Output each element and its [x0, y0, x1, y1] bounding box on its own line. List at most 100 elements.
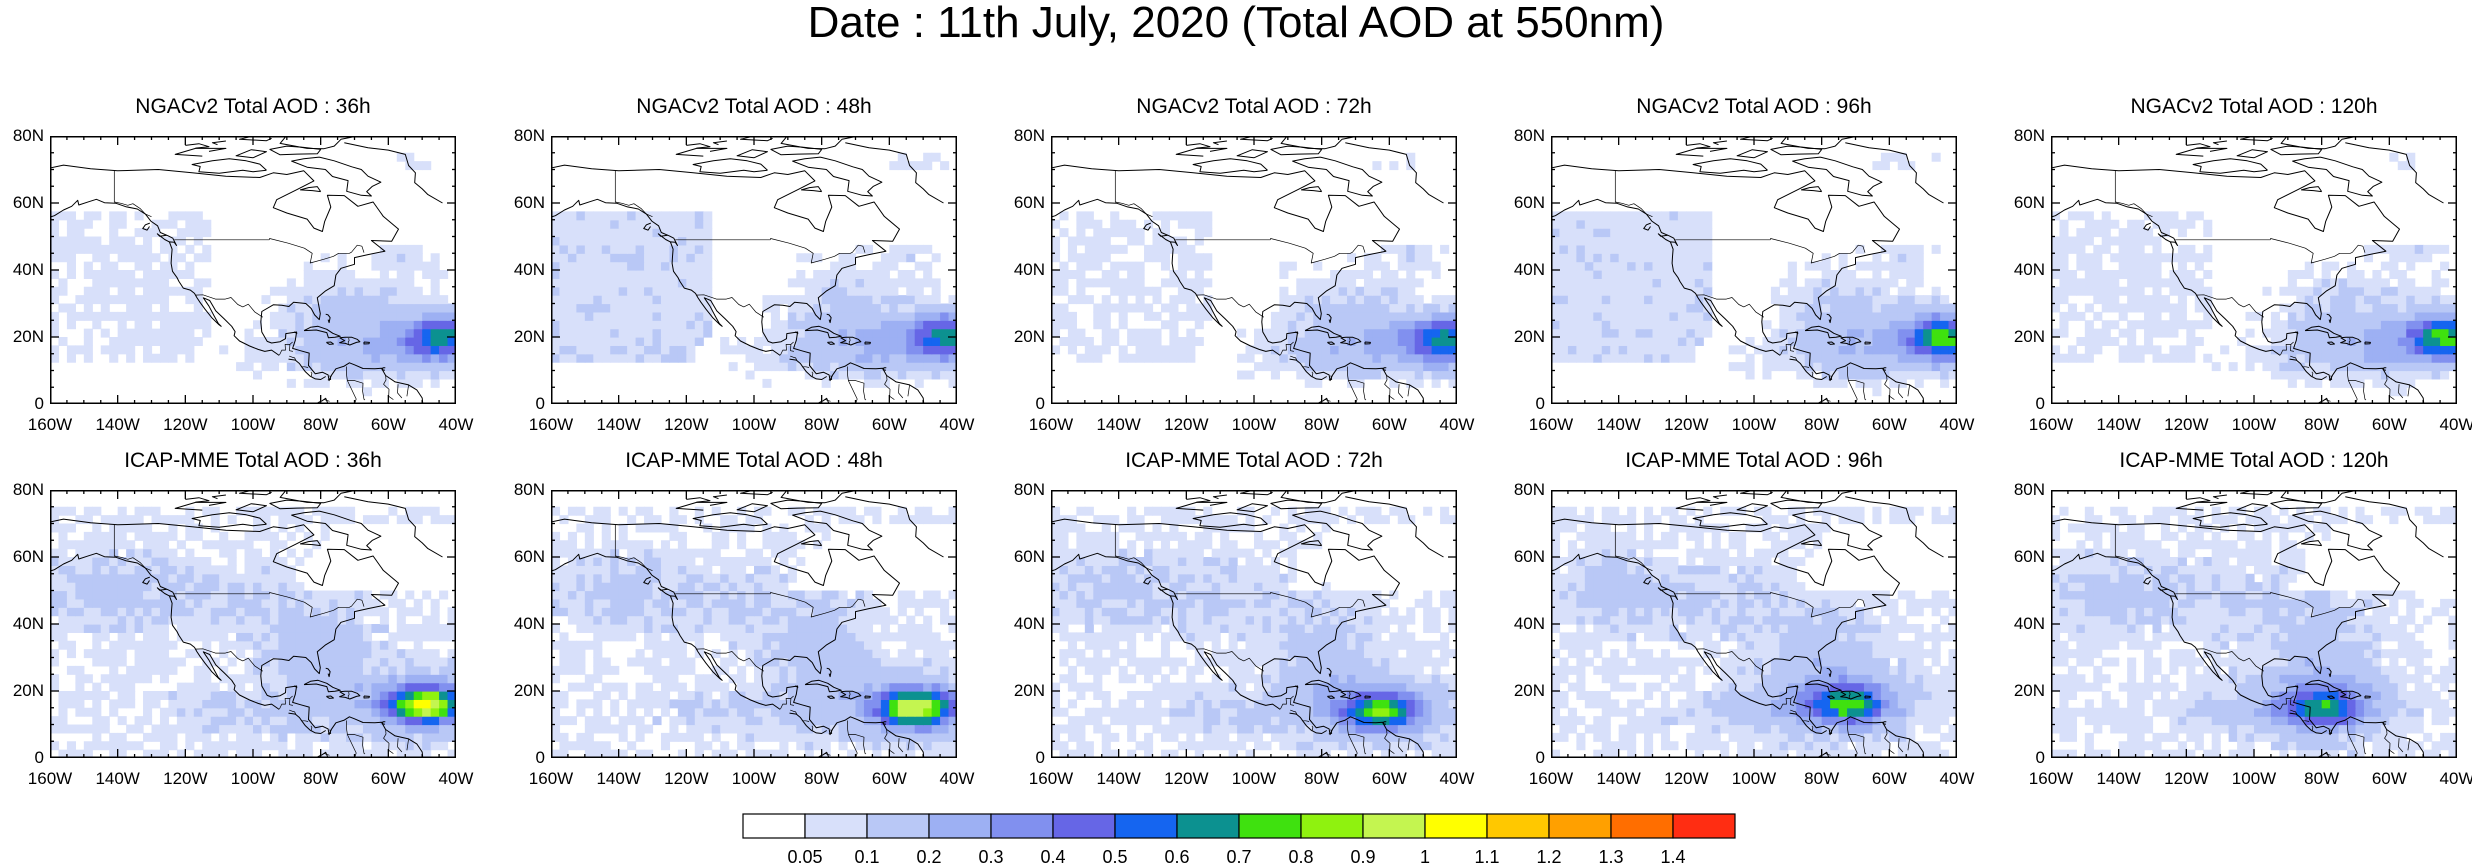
- map-panel-ngacv2-36h: [50, 136, 456, 404]
- aod-field: [50, 507, 456, 758]
- lon-tick-label: 80W: [1287, 416, 1357, 434]
- lon-tick-label: 60W: [2354, 416, 2424, 434]
- lon-tick-label: 100W: [1219, 416, 1289, 434]
- colorbar-swatch: [743, 814, 805, 838]
- lon-tick-label: 60W: [854, 416, 924, 434]
- colorbar-swatch: [1053, 814, 1115, 838]
- lat-tick-label: 0: [1499, 749, 1545, 767]
- map-panel-ngacv2-120h: [2051, 136, 2457, 404]
- lat-tick-label: 80N: [0, 127, 44, 145]
- map-panel-ngacv2-48h: [551, 136, 957, 404]
- lon-tick-label: 40W: [922, 416, 992, 434]
- map-panel-icap-mme-72h: [1051, 490, 1457, 758]
- lat-tick-label: 20N: [1499, 682, 1545, 700]
- colorbar-swatch: [1487, 814, 1549, 838]
- lon-tick-label: 140W: [2084, 416, 2154, 434]
- lon-tick-label: 40W: [2422, 770, 2472, 788]
- colorbar-label: 0.1: [842, 847, 892, 867]
- lat-tick-label: 20N: [0, 682, 44, 700]
- lon-tick-label: 40W: [421, 770, 491, 788]
- lon-tick-label: 40W: [2422, 416, 2472, 434]
- aod-field: [551, 507, 957, 758]
- colorbar-label: 0.3: [966, 847, 1016, 867]
- lon-tick-label: 80W: [787, 770, 857, 788]
- colorbar-label: 1.4: [1648, 847, 1698, 867]
- map-panel-ngacv2-96h: [1551, 136, 1957, 404]
- lat-tick-label: 40N: [0, 615, 44, 633]
- lon-tick-label: 160W: [15, 416, 85, 434]
- panel-title-icap-mme-96h: ICAP-MME Total AOD : 96h: [1544, 449, 1964, 473]
- colorbar-label: 1.3: [1586, 847, 1636, 867]
- panel-title-ngacv2-96h: NGACv2 Total AOD : 96h: [1544, 95, 1964, 119]
- lat-tick-label: 40N: [499, 261, 545, 279]
- panel-title-ngacv2-72h: NGACv2 Total AOD : 72h: [1044, 95, 1464, 119]
- lon-tick-label: 160W: [15, 770, 85, 788]
- lon-tick-label: 100W: [218, 770, 288, 788]
- lon-tick-label: 80W: [1787, 416, 1857, 434]
- colorbar-swatches: [742, 813, 1736, 839]
- colorbar-swatch: [1673, 814, 1735, 838]
- lon-tick-label: 80W: [286, 770, 356, 788]
- lon-tick-label: 140W: [584, 770, 654, 788]
- lon-tick-label: 60W: [2354, 770, 2424, 788]
- lat-tick-label: 20N: [499, 682, 545, 700]
- lat-tick-label: 40N: [1499, 261, 1545, 279]
- panel-title-ngacv2-120h: NGACv2 Total AOD : 120h: [2044, 95, 2464, 119]
- colorbar-swatch: [929, 814, 991, 838]
- colorbar-label: 0.4: [1028, 847, 1078, 867]
- colorbar-label: 0.05: [780, 847, 830, 867]
- lon-tick-label: 120W: [2151, 770, 2221, 788]
- lon-tick-label: 120W: [150, 416, 220, 434]
- lat-tick-label: 80N: [0, 481, 44, 499]
- lon-tick-label: 100W: [1719, 770, 1789, 788]
- lat-tick-label: 20N: [999, 682, 1045, 700]
- lat-tick-label: 80N: [1999, 481, 2045, 499]
- colorbar-swatch: [1239, 814, 1301, 838]
- lon-tick-label: 80W: [1787, 770, 1857, 788]
- lon-tick-label: 160W: [2016, 770, 2086, 788]
- lon-tick-label: 80W: [787, 416, 857, 434]
- lon-tick-label: 60W: [1854, 416, 1924, 434]
- lon-tick-label: 140W: [1084, 416, 1154, 434]
- lon-tick-label: 140W: [584, 416, 654, 434]
- lon-tick-label: 100W: [2219, 770, 2289, 788]
- aod-field: [1551, 153, 1957, 396]
- lat-tick-label: 20N: [1499, 328, 1545, 346]
- lon-tick-label: 140W: [1584, 770, 1654, 788]
- lat-tick-label: 20N: [0, 328, 44, 346]
- lat-tick-label: 0: [0, 395, 44, 413]
- lon-tick-label: 60W: [353, 416, 423, 434]
- lon-tick-label: 40W: [1422, 416, 1492, 434]
- lat-tick-label: 60N: [0, 548, 44, 566]
- lon-tick-label: 100W: [1719, 416, 1789, 434]
- lon-tick-label: 120W: [651, 770, 721, 788]
- colorbar-swatch: [1177, 814, 1239, 838]
- lat-tick-label: 0: [499, 749, 545, 767]
- lat-tick-label: 60N: [1999, 194, 2045, 212]
- lat-tick-label: 40N: [0, 261, 44, 279]
- colorbar-label: 0.5: [1090, 847, 1140, 867]
- map-panel-ngacv2-72h: [1051, 136, 1457, 404]
- lon-tick-label: 60W: [1854, 770, 1924, 788]
- lon-tick-label: 160W: [1016, 770, 1086, 788]
- panel-title-ngacv2-48h: NGACv2 Total AOD : 48h: [544, 95, 964, 119]
- aod-field: [50, 153, 456, 396]
- colorbar-swatch: [1425, 814, 1487, 838]
- panel-title-ngacv2-36h: NGACv2 Total AOD : 36h: [43, 95, 463, 119]
- panel-title-icap-mme-48h: ICAP-MME Total AOD : 48h: [544, 449, 964, 473]
- lat-tick-label: 0: [1999, 395, 2045, 413]
- lat-tick-label: 60N: [999, 194, 1045, 212]
- lon-tick-label: 120W: [1651, 770, 1721, 788]
- lon-tick-label: 100W: [719, 770, 789, 788]
- lon-tick-label: 80W: [1287, 770, 1357, 788]
- lon-tick-label: 60W: [854, 770, 924, 788]
- lon-tick-label: 80W: [2287, 770, 2357, 788]
- colorbar-label: 1.2: [1524, 847, 1574, 867]
- lon-tick-label: 160W: [1516, 416, 1586, 434]
- lat-tick-label: 0: [499, 395, 545, 413]
- lat-tick-label: 0: [1999, 749, 2045, 767]
- lon-tick-label: 60W: [1354, 770, 1424, 788]
- panel-title-icap-mme-36h: ICAP-MME Total AOD : 36h: [43, 449, 463, 473]
- colorbar-label: 0.8: [1276, 847, 1326, 867]
- lon-tick-label: 100W: [2219, 416, 2289, 434]
